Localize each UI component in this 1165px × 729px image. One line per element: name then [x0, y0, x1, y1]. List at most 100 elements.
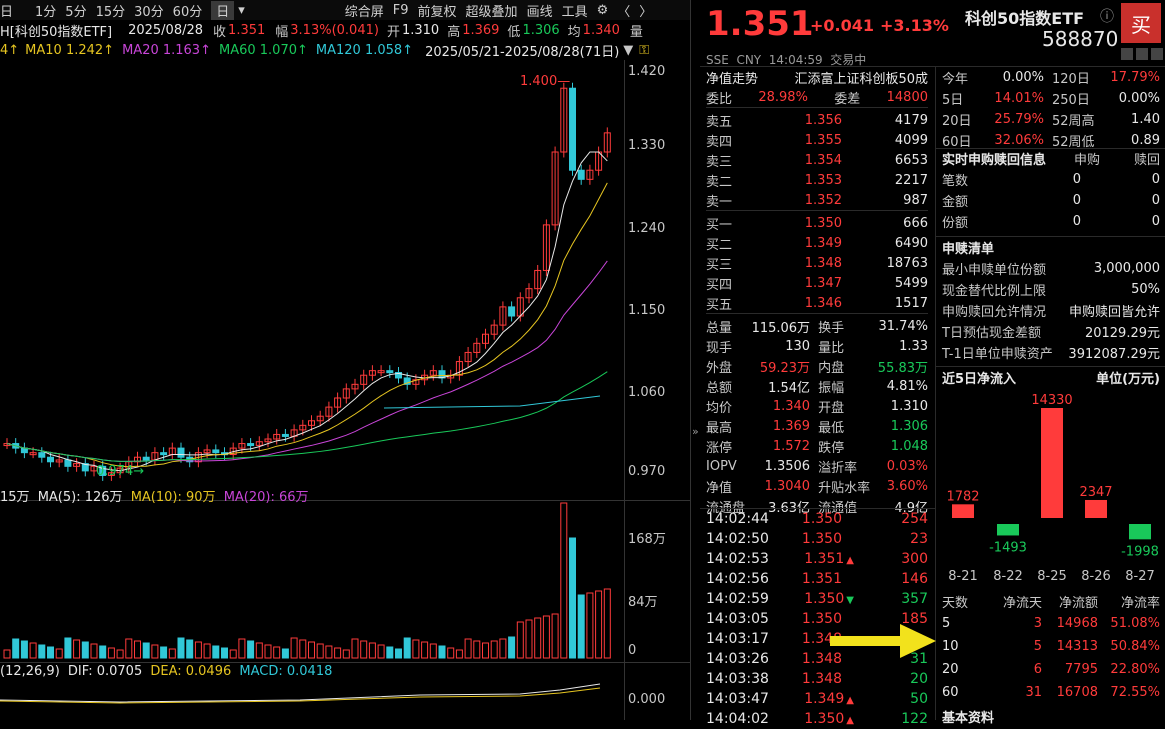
- redeem-label: 笔数: [942, 174, 969, 189]
- candle-body: [403, 377, 411, 385]
- vol-tick: 84万: [628, 595, 658, 610]
- tool-adjust[interactable]: 前复权: [417, 4, 457, 20]
- tick-time: 14:02:44: [706, 511, 769, 527]
- period-day[interactable]: 日: [211, 0, 235, 20]
- volume-bar: [264, 644, 272, 659]
- flow-rate: 72.55%: [1110, 685, 1160, 700]
- volume-bar: [221, 647, 228, 659]
- quote-date: 2025/08/28: [128, 22, 204, 38]
- annotation-arrow: [830, 624, 936, 658]
- tick-time: 14:02:59: [706, 591, 769, 607]
- period-1min[interactable]: 1分: [35, 4, 57, 20]
- gear-icon[interactable]: ⚙: [596, 2, 609, 18]
- volume-bar: [203, 643, 211, 659]
- flow-days: 5: [942, 616, 951, 631]
- tick-time: 14:03:26: [706, 651, 769, 667]
- weibi-label: 委比: [706, 91, 733, 107]
- data-row: 买五 1.346 1517: [706, 293, 928, 313]
- stat-label: 升贴水率: [818, 480, 871, 496]
- period-day-partial[interactable]: 日: [0, 4, 14, 20]
- nav-row[interactable]: 净值走势 汇添富上证科创板50成: [706, 67, 928, 87]
- macd-legend: (12,26,9) DIF: 0.0705 DEA: 0.0496 MACD: …: [0, 664, 332, 679]
- period-60min[interactable]: 60分: [172, 4, 203, 20]
- volume-bar: [29, 642, 37, 659]
- tick-time: 14:03:05: [706, 611, 769, 627]
- chevron-down-icon[interactable]: ▼: [623, 42, 634, 58]
- candle-body: [255, 441, 263, 446]
- tick-time: 14:04:02: [706, 711, 769, 727]
- order-book: 净值走势 汇添富上证科创板50成 委比 28.98% 委差 14800 卖五 1.…: [706, 67, 928, 516]
- buy-level-volume: 1517: [894, 295, 928, 311]
- tick-time: 14:02:56: [706, 571, 769, 587]
- price-axis: 1.420 1.330 1.240 1.150 1.060 0.970: [628, 60, 688, 490]
- tool-draw[interactable]: 画线: [526, 4, 553, 20]
- volume-bar: [577, 594, 585, 659]
- chart-canvas: [0, 60, 690, 720]
- tool-f9[interactable]: F9: [392, 2, 409, 18]
- candle-body: [429, 370, 437, 376]
- flow-table-header: 天数 净流天 净流额 净流率: [942, 590, 1160, 612]
- collapse-icon[interactable]: »: [692, 425, 699, 438]
- expand-icon[interactable]: [1151, 48, 1163, 60]
- tool-tools[interactable]: 工具: [561, 4, 588, 20]
- close-value: 1.351: [228, 22, 266, 38]
- sell-level-volume: 6653: [894, 152, 928, 168]
- volume-bar: [299, 639, 307, 659]
- candle-body: [377, 370, 385, 374]
- stat-label: 内盘: [818, 360, 845, 376]
- ma10-label: MA10 1.242↑: [25, 42, 115, 58]
- period-5min[interactable]: 5分: [65, 4, 87, 20]
- period-15min[interactable]: 15分: [95, 4, 126, 20]
- inflow-value-label: 14330: [1031, 393, 1072, 408]
- candle-body: [473, 342, 481, 353]
- share-icon[interactable]: [1136, 48, 1148, 60]
- date-range[interactable]: 2025/05/21-2025/08/28(71日): [425, 44, 620, 60]
- volume-bar: [412, 639, 420, 659]
- volume-series: [3, 502, 611, 659]
- sell-level-label: 卖五: [706, 114, 733, 130]
- market-status: SSE CNY 14:04:59 交易中: [706, 53, 867, 67]
- redeem-list-title: 申赎清单: [942, 242, 995, 257]
- redeem-col-buy: 申购: [1073, 153, 1100, 168]
- chevron-right-icon[interactable]: 〉: [639, 4, 653, 20]
- flow-row: 60 31 16708 72.55%: [942, 681, 1160, 704]
- vol-ma20: MA(20): 66万: [223, 490, 309, 505]
- candle-body: [508, 306, 516, 317]
- tool-overview[interactable]: 综合屏: [344, 4, 384, 20]
- period-30min[interactable]: 30分: [134, 4, 164, 20]
- data-row: 外盘 59.23万 内盘 55.83万: [706, 356, 928, 376]
- flow-amt: 16708: [1056, 685, 1098, 700]
- candle-body: [281, 433, 289, 437]
- ma-line: [6, 151, 608, 472]
- low-value: 1.306: [522, 22, 560, 38]
- window-tools: [1121, 48, 1163, 60]
- volume-bar: [395, 648, 402, 659]
- chevron-left-icon[interactable]: 〈: [617, 4, 631, 20]
- flow-days: 10: [942, 639, 959, 654]
- vol-ma10: MA(10): 90万: [130, 490, 216, 505]
- high-value: 1.369: [462, 22, 500, 38]
- avg-label: 均: [567, 24, 581, 40]
- basic-info-title[interactable]: 基本资料: [942, 711, 995, 726]
- tick-volume: 20: [910, 671, 928, 687]
- data-row: 最小申赎单位份额 3,000,000: [942, 258, 1160, 279]
- tick-row: 14:02:56 1.351 146: [706, 569, 928, 589]
- info-icon[interactable]: ⓘ: [1100, 9, 1114, 25]
- buy-level-label: 买四: [706, 277, 733, 293]
- volume-bar: [168, 648, 176, 659]
- lock-icon[interactable]: ⚿: [639, 42, 650, 58]
- volume-bar: [134, 640, 141, 659]
- list-label: T日预估现金差额: [942, 326, 1041, 341]
- tick-volume: 254: [901, 511, 928, 527]
- chevron-down-icon[interactable]: ▾: [238, 2, 245, 18]
- buy-level-volume: 666: [903, 215, 928, 231]
- stat-label: 均价: [706, 400, 733, 416]
- buy-button[interactable]: 买: [1121, 3, 1161, 43]
- perf-label: 今年: [942, 72, 969, 87]
- tick-price: 1.350: [801, 611, 842, 627]
- tool-overlay[interactable]: 超级叠加: [465, 4, 518, 20]
- perf-label: 120日: [1052, 72, 1090, 87]
- volume-legend: 15万 MA(5): 126万 MA(10): 90万 MA(20): 66万: [0, 486, 309, 505]
- macd-tick: 0.000: [628, 692, 666, 707]
- settings-icon[interactable]: [1121, 48, 1133, 60]
